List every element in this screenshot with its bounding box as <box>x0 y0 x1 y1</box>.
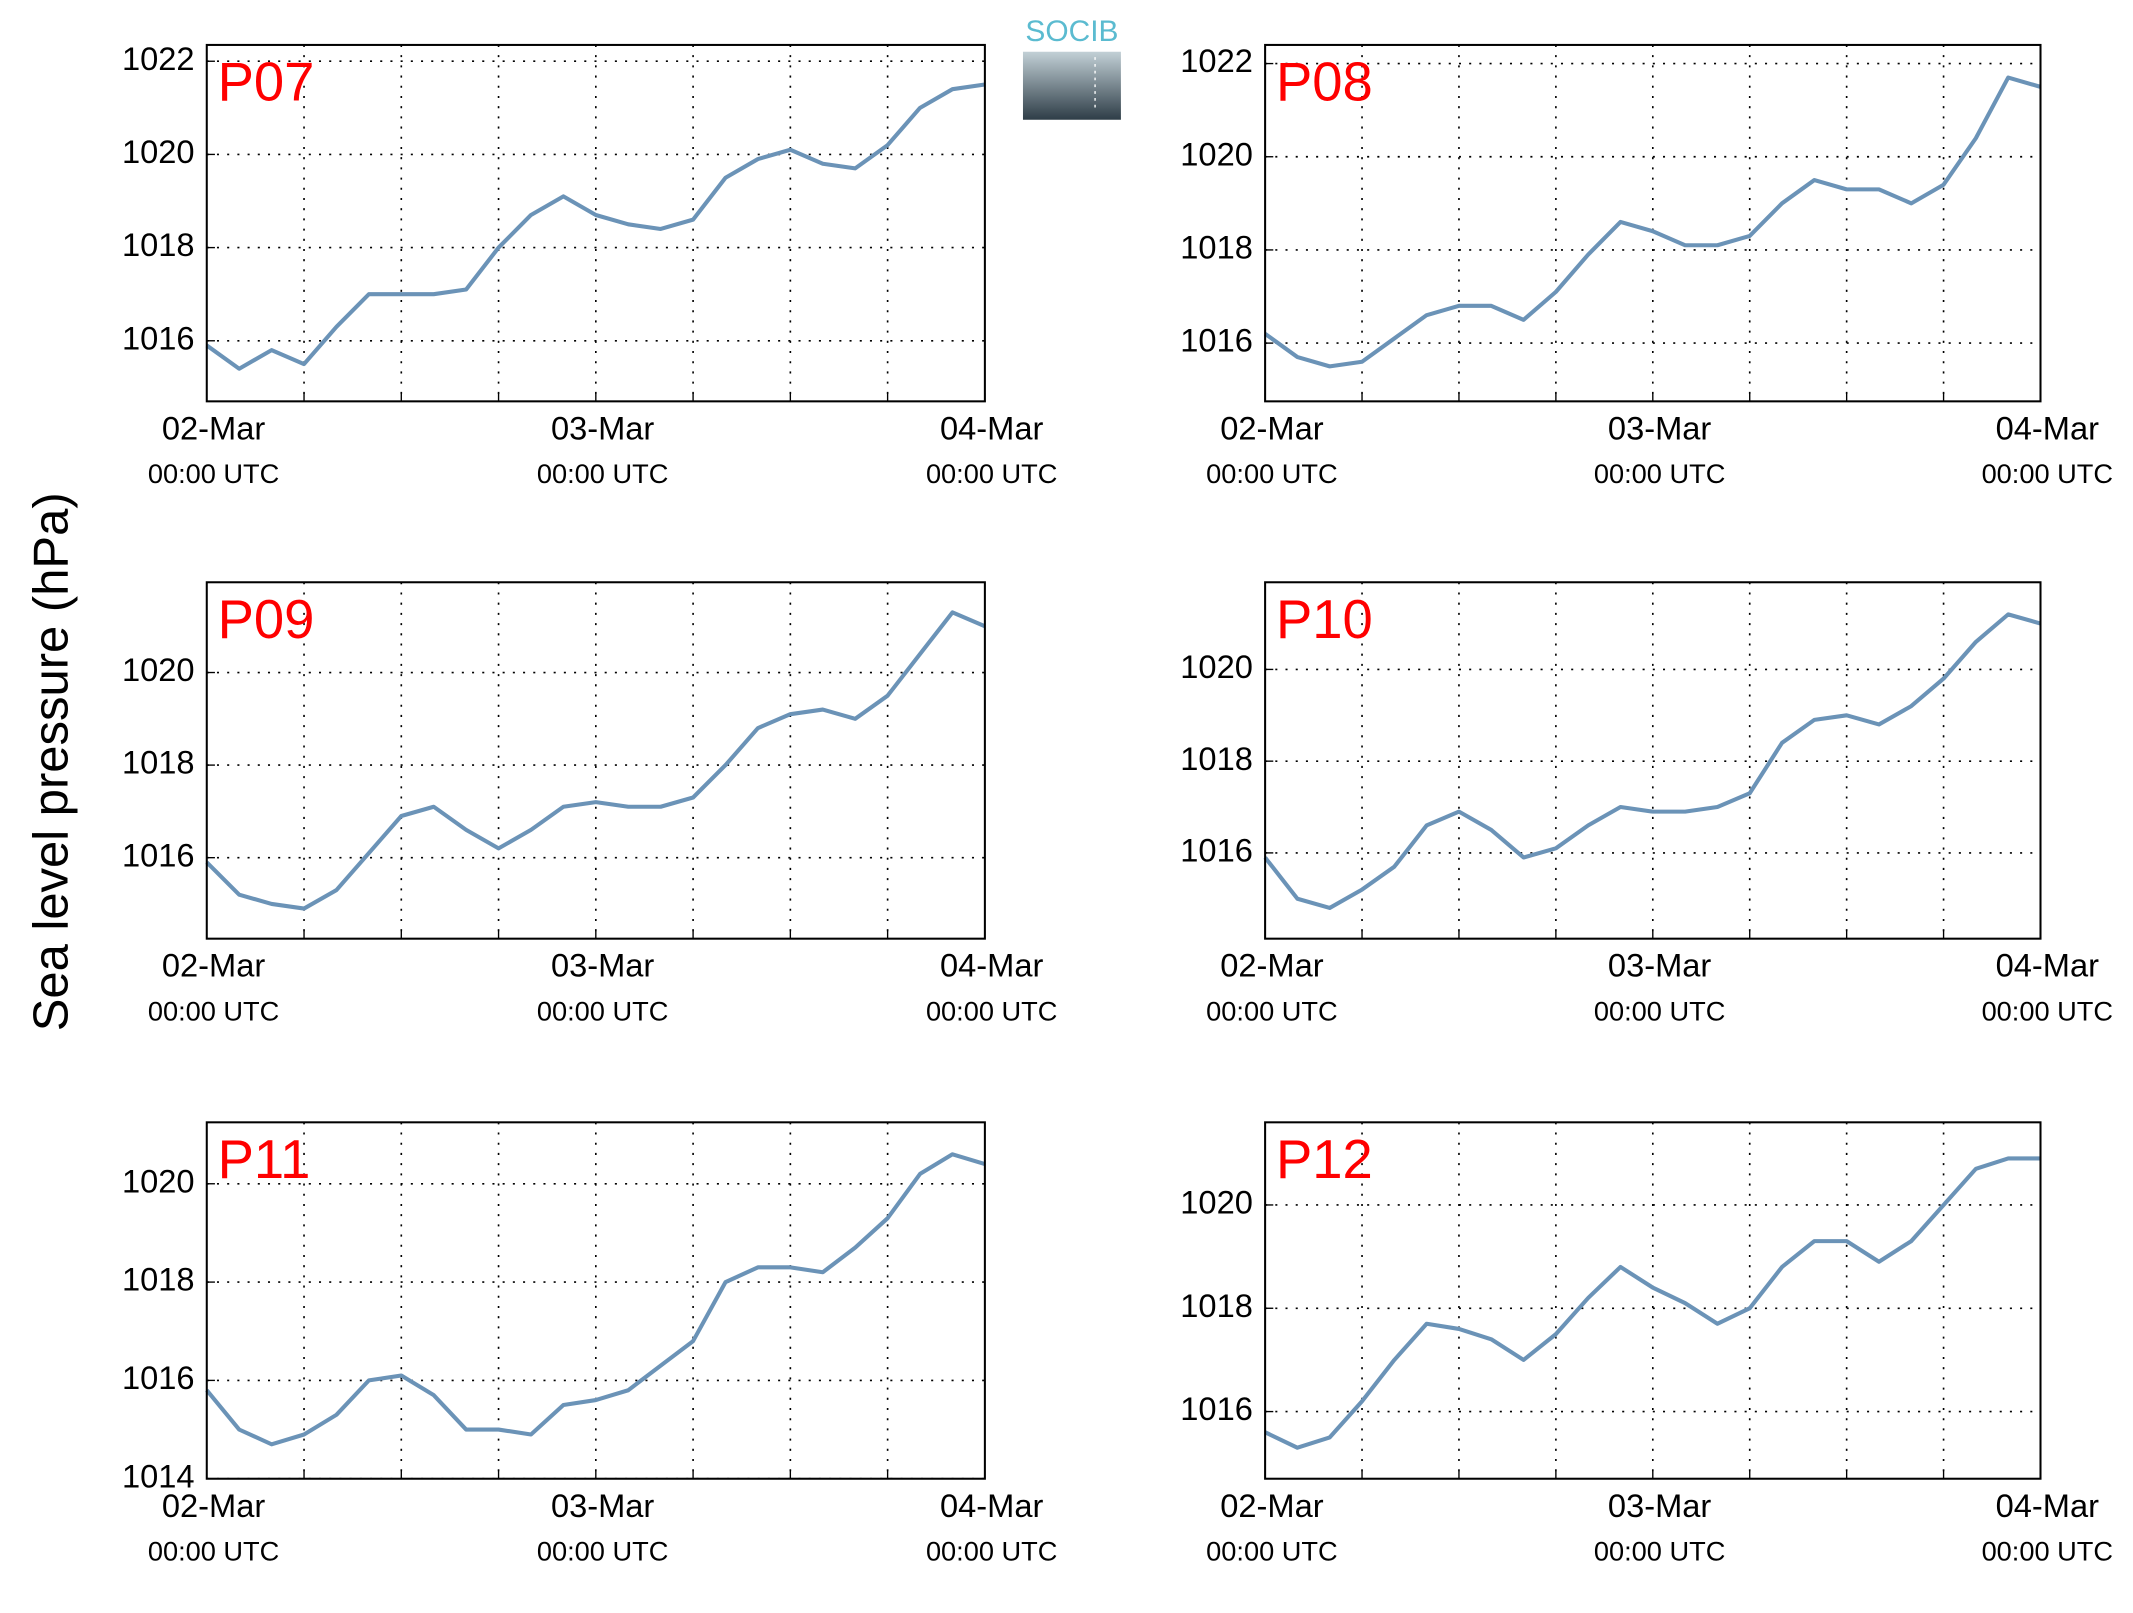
y-tick-label: 1020 <box>1180 1184 1253 1221</box>
y-tick-label: 1016 <box>1180 322 1253 359</box>
x-tick-label: 00:00 UTC <box>537 1535 668 1566</box>
plot-frame <box>1264 581 2042 940</box>
y-tick-label: 1018 <box>1180 740 1253 777</box>
data-line <box>1263 612 2042 910</box>
plot-frame <box>205 43 986 403</box>
panel-title: P10 <box>1276 589 1373 650</box>
plot-frame <box>1264 1121 2042 1480</box>
panel: 1014 1016 1018 1020 02-Mar 00:00 UTC 03-Mar 00:… <box>122 1121 1057 1566</box>
y-tick-label: 1016 <box>1180 832 1253 869</box>
data-line <box>1264 1156 2041 1450</box>
data-line <box>205 610 986 911</box>
data-line <box>1263 75 2042 369</box>
panel: 1016 1018 1020 1022 02-Mar 00:00 UTC 03-Mar 00:… <box>1180 42 2113 489</box>
x-tick-label: 00:00 UTC <box>1206 1535 1337 1566</box>
y-tick-label: 1020 <box>1180 648 1253 685</box>
x-tick-label: 04-Mar <box>1996 1487 2099 1524</box>
x-tick-label: 00:00 UTC <box>926 458 1057 489</box>
logo: SOCIB <box>1022 15 1121 120</box>
y-tick-label: 1020 <box>1180 135 1253 172</box>
x-tick-label: 00:00 UTC <box>148 458 279 489</box>
x-tick-label: 03-Mar <box>1608 1487 1711 1524</box>
x-tick-label: 04-Mar <box>940 409 1043 446</box>
x-tick-label: 04-Mar <box>1996 409 2099 446</box>
y-tick-label: 1020 <box>122 651 195 688</box>
y-tick-label: 1020 <box>122 1162 195 1199</box>
logo-text: SOCIB <box>1025 15 1118 48</box>
x-tick-label: 00:00 UTC <box>148 995 279 1026</box>
x-tick-label: 04-Mar <box>940 1487 1043 1524</box>
x-tick-label: 03-Mar <box>551 947 654 984</box>
x-tick-label: 00:00 UTC <box>1594 995 1725 1026</box>
data-line <box>205 1152 986 1447</box>
y-tick-label: 1022 <box>1180 42 1253 79</box>
x-tick-label: 02-Mar <box>162 947 265 984</box>
x-tick-label: 00:00 UTC <box>1982 458 2113 489</box>
x-tick-label: 03-Mar <box>551 409 654 446</box>
x-tick-label: 03-Mar <box>1608 409 1711 446</box>
panel-title: P11 <box>218 1129 311 1190</box>
x-tick-label: 00:00 UTC <box>1594 458 1725 489</box>
y-tick-label: 1016 <box>1180 1390 1253 1427</box>
panel-title: P07 <box>218 52 315 113</box>
x-tick-label: 00:00 UTC <box>926 1535 1057 1566</box>
panel: 1016 1018 1020 02-Mar 00:00 UTC 03-Mar 00:00 U… <box>122 581 1057 1026</box>
x-tick-label: 00:00 UTC <box>537 995 668 1026</box>
x-tick-label: 02-Mar <box>162 409 265 446</box>
y-tick-label: 1016 <box>122 836 195 873</box>
x-tick-label: 00:00 UTC <box>1206 458 1337 489</box>
x-tick-label: 00:00 UTC <box>1594 1535 1725 1566</box>
y-tick-label: 1020 <box>122 133 195 170</box>
y-tick-label: 1018 <box>1180 229 1253 266</box>
x-tick-label: 03-Mar <box>551 1487 654 1524</box>
plot-frame <box>205 581 986 940</box>
x-tick-label: 00:00 UTC <box>926 995 1057 1026</box>
y-tick-label: 1022 <box>122 40 195 77</box>
x-tick-label: 03-Mar <box>1608 947 1711 984</box>
y-tick-label: 1016 <box>122 319 195 356</box>
panel: 1016 1018 1020 02-Mar 00:00 UTC 03-Mar 00:00 U… <box>1180 1121 2113 1566</box>
x-tick-label: 00:00 UTC <box>1982 995 2113 1026</box>
x-tick-label: 02-Mar <box>1220 1487 1323 1524</box>
y-tick-label: 1018 <box>122 744 195 781</box>
panel-title: P09 <box>218 589 315 650</box>
y-tick-label: 1018 <box>122 1261 195 1298</box>
panel-title: P08 <box>1276 52 1373 113</box>
x-tick-label: 02-Mar <box>162 1487 265 1524</box>
x-tick-label: 00:00 UTC <box>1982 1535 2113 1566</box>
x-tick-label: 02-Mar <box>1220 409 1323 446</box>
x-tick-label: 00:00 UTC <box>537 458 668 489</box>
data-line <box>205 82 986 371</box>
y-tick-label: 1016 <box>122 1359 195 1396</box>
y-tick-label: 1018 <box>1180 1287 1253 1324</box>
plot-frame <box>205 1121 986 1480</box>
panel-title: P12 <box>1276 1129 1373 1190</box>
x-tick-label: 00:00 UTC <box>1206 995 1337 1026</box>
y-axis-label: Sea level pressure (hPa) <box>24 492 78 1031</box>
y-tick-label: 1014 <box>122 1457 195 1494</box>
x-tick-label: 00:00 UTC <box>148 1535 279 1566</box>
logo-box <box>1022 51 1121 120</box>
x-tick-label: 04-Mar <box>1996 947 2099 984</box>
plot-frame <box>1264 43 2042 403</box>
panel: 1016 1018 1020 02-Mar 00:00 UTC 03-Mar 00:00 U… <box>1180 581 2113 1026</box>
x-tick-label: 04-Mar <box>940 947 1043 984</box>
y-tick-label: 1018 <box>122 226 195 263</box>
panel: 1016 1018 1020 1022 02-Mar 00:00 UTC 03-Mar 00:… <box>122 40 1057 489</box>
x-tick-label: 02-Mar <box>1220 947 1323 984</box>
